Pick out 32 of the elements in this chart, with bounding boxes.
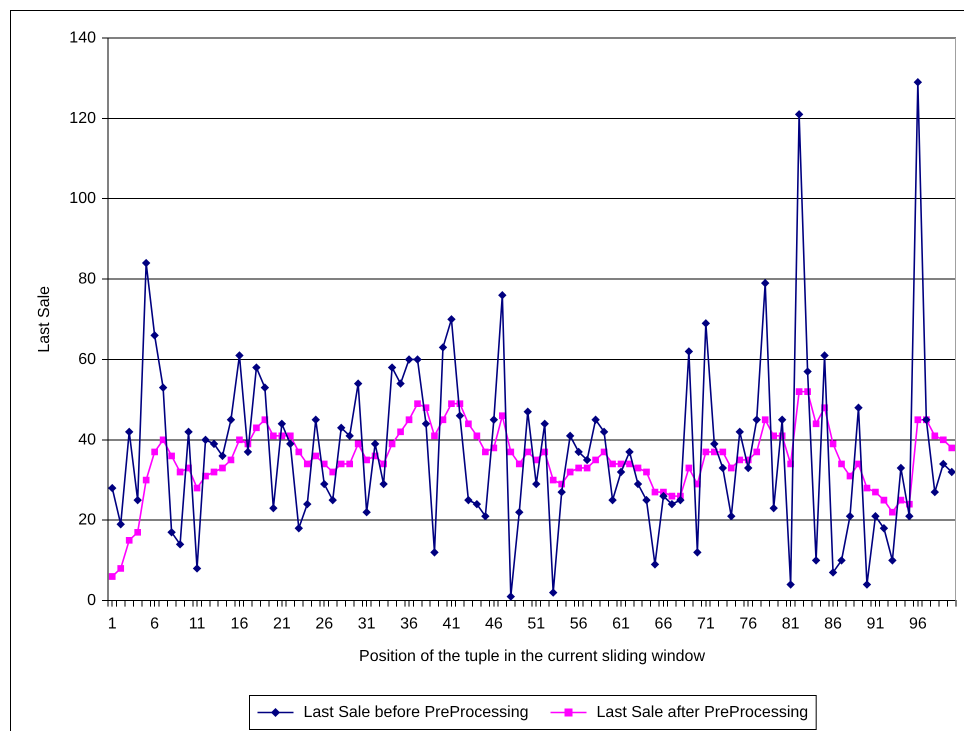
x-axis-title: Position of the tuple in the current sliding window [359, 648, 706, 665]
y-tick-label: 0 [87, 592, 96, 610]
x-tick-label: 56 [570, 616, 588, 633]
x-tick-label: 26 [315, 616, 334, 633]
y-tick-label: 140 [69, 29, 96, 46]
x-tick-label: 41 [442, 616, 460, 633]
x-tick-label: 6 [150, 616, 160, 633]
x-tick-label: 16 [230, 616, 248, 633]
x-tick-label: 61 [612, 616, 630, 633]
x-tick-label: 91 [866, 616, 884, 633]
x-tick-label: 31 [358, 616, 376, 633]
x-tick-label: 86 [824, 616, 842, 633]
y-tick-label: 40 [78, 431, 96, 448]
x-tick-label: 76 [739, 616, 758, 633]
y-tick-label: 20 [78, 512, 96, 529]
x-tick-label: 96 [908, 616, 927, 633]
y-tick-label: 60 [78, 350, 96, 368]
x-tick-label: 1 [108, 616, 117, 633]
y-tick-label: 100 [69, 190, 96, 208]
legend-label: Last Sale after PreProcessing [596, 704, 808, 721]
x-tick-label: 66 [654, 616, 672, 633]
x-tick-label: 11 [188, 616, 206, 633]
x-tick-label: 46 [484, 616, 503, 633]
y-tick-label: 80 [78, 270, 96, 288]
legend-label: Last Sale before PreProcessing [304, 704, 529, 721]
x-tick-label: 36 [400, 616, 418, 633]
x-tick-label: 21 [272, 616, 291, 633]
y-axis-title: Last Sale [36, 286, 54, 353]
x-tick-label: 71 [696, 616, 715, 633]
x-tick-label: 51 [527, 616, 546, 633]
x-tick-label: 81 [782, 616, 800, 633]
y-tick-label: 120 [69, 110, 96, 127]
